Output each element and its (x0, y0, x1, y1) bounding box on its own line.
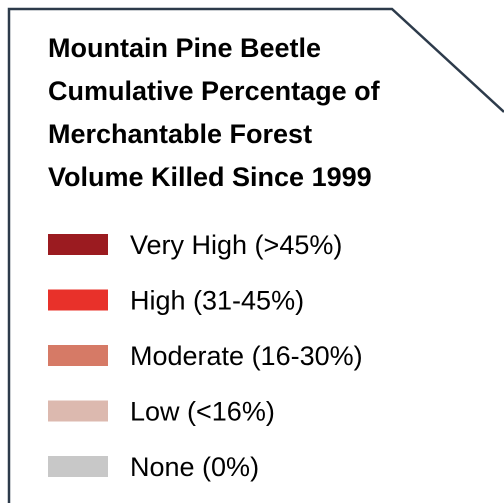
legend-swatch (48, 400, 108, 422)
legend-label: Very High (>45%) (130, 230, 342, 260)
title-line: Merchantable Forest (48, 119, 312, 149)
legend-label: None (0%) (130, 452, 259, 482)
legend-title: Mountain Pine Beetle Cumulative Percentag… (48, 33, 381, 192)
legend-swatch (48, 289, 108, 311)
legend-frame (7, 7, 504, 503)
legend-label: Low (<16%) (130, 397, 275, 427)
legend-swatch (48, 234, 108, 255)
legend-swatch (48, 456, 108, 477)
title-line: Volume Killed Since 1999 (48, 162, 372, 192)
legend-label: High (31-45%) (130, 286, 304, 316)
title-line: Cumulative Percentage of (48, 76, 381, 106)
legend-items: Very High (>45%) High (31-45%) Moderate (1… (48, 230, 363, 482)
legend-label: Moderate (16-30%) (130, 341, 363, 371)
legend-swatch (48, 345, 108, 366)
title-line: Mountain Pine Beetle (48, 33, 321, 63)
